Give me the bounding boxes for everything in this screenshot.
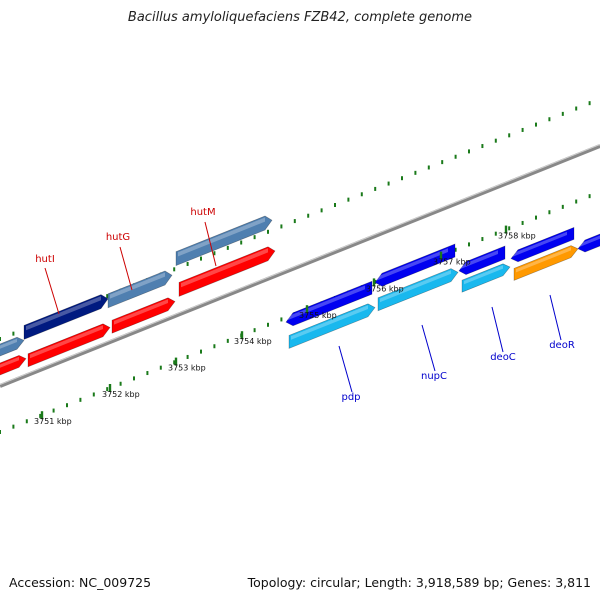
gene-label: deoR (549, 340, 575, 351)
gene-lower-1-body (0, 355, 27, 376)
gene-right-upper-4-shine (513, 231, 567, 257)
gene-right-upper-4 (510, 226, 575, 263)
kbp-tick-label: 3753 kbp (168, 364, 206, 373)
gene-right-lower-3 (461, 263, 511, 293)
kbp-tick-label: 3755 kbp (299, 311, 337, 320)
gene-leader-line (119, 246, 133, 291)
gene-right-upper-3-shine (461, 250, 498, 269)
gene-right-lower-3-shine (464, 265, 503, 285)
gene-lower-1-shine (0, 356, 19, 368)
gene-label: deoC (490, 352, 516, 363)
gene-upper-4-shine (178, 217, 265, 257)
gene-right-upper-1-body (285, 280, 373, 327)
gene-upper-1-shine (0, 338, 17, 349)
gene-upper-2 (23, 294, 109, 340)
gene-lower-3-shine (114, 299, 168, 325)
gene-upper-3-shine (110, 272, 165, 299)
kbp-tick-label: 3757 kbp (433, 258, 471, 267)
gene-lower-2-shine (30, 325, 103, 359)
gene-right-upper-2-body (374, 243, 456, 287)
kbp-tick-label: 3758 kbp (498, 232, 536, 241)
gene-label: nupC (421, 371, 447, 382)
gene-right-upper-5-body (577, 233, 600, 253)
backbone-line (0, 144, 600, 388)
gene-leader-line (204, 221, 217, 267)
gene-leader-line (338, 345, 353, 393)
gene-right-upper-2-shine (377, 248, 448, 281)
genome-summary: Topology: circular; Length: 3,918,589 bp… (247, 575, 591, 590)
gene-label: hutM (190, 207, 215, 218)
gene-upper-1-body (0, 336, 25, 357)
gene-label: hutG (106, 232, 130, 243)
kbp-tick-label: 3754 kbp (234, 337, 272, 346)
gene-leader-line (421, 324, 436, 372)
gene-right-upper-4-body (510, 226, 575, 263)
gene-right-lower-4-body (513, 245, 579, 281)
accession-label: Accession: NC_009725 (9, 575, 152, 590)
gene-leader-line (44, 267, 60, 315)
gene-leader-line (491, 306, 504, 353)
gene-right-lower-4 (513, 245, 579, 281)
gene-lower-2 (27, 323, 111, 368)
gene-right-lower-1-shine (291, 305, 368, 340)
gene-label: hutI (35, 254, 55, 265)
gene-lower-4-body (178, 246, 276, 297)
gene-right-lower-2 (377, 268, 459, 312)
gene-leader-line (549, 294, 562, 341)
gene-upper-2-shine (26, 296, 101, 331)
map-title: Bacillus amyloliquefaciens FZB42, comple… (127, 10, 473, 25)
gene-upper-4-body (175, 215, 273, 267)
gene-right-lower-3-body (461, 263, 511, 293)
gene-right-upper-5-shine (580, 235, 600, 247)
gene-upper-1 (0, 336, 25, 357)
gene-lower-3-body (111, 297, 176, 334)
gene-upper-3-body (107, 270, 173, 309)
kbp-tick-label: 3752 kbp (102, 390, 140, 399)
gene-lower-4-shine (181, 248, 268, 288)
gene-right-lower-1-body (288, 303, 376, 349)
kbp-tick-label: 3756 kbp (366, 284, 404, 293)
gene-right-lower-1 (288, 303, 376, 349)
backbone-highlight (0, 144, 600, 385)
gene-label: pdp (341, 392, 360, 403)
gene-right-upper-3 (458, 245, 506, 275)
kbp-tick-label: 3751 kbp (34, 417, 72, 426)
gene-right-upper-3-body (458, 245, 506, 275)
gene-right-lower-2-body (377, 268, 459, 312)
gene-right-upper-5 (577, 233, 600, 253)
gene-upper-4 (175, 215, 273, 267)
gene-upper-3 (107, 270, 173, 309)
gene-lower-1 (0, 355, 27, 376)
gene-upper-2-body (23, 294, 109, 340)
gene-lower-4 (178, 246, 276, 297)
gene-right-lower-2-shine (380, 270, 451, 303)
gene-lower-2-body (27, 323, 111, 368)
gene-right-upper-2 (374, 243, 456, 287)
gene-right-lower-4-shine (516, 247, 571, 273)
gene-lower-3 (111, 297, 176, 334)
